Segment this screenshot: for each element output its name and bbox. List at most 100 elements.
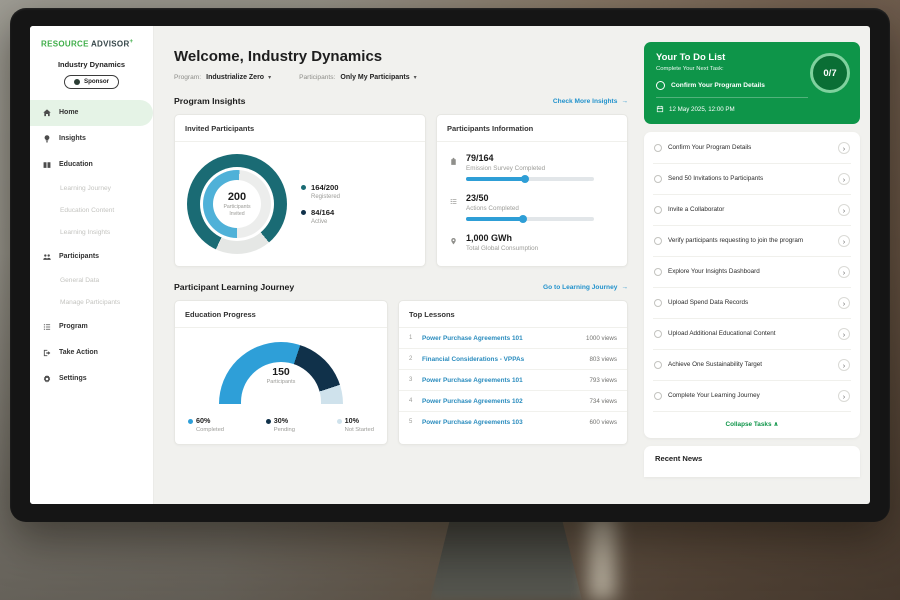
chevron-right-icon[interactable]: › xyxy=(838,204,850,216)
active-dot-icon xyxy=(301,210,306,215)
checkbox-icon[interactable] xyxy=(654,392,662,400)
chevron-right-icon[interactable]: › xyxy=(838,235,850,247)
chevron-right-icon[interactable]: › xyxy=(838,328,850,340)
sidebar-item-settings[interactable]: Settings xyxy=(30,366,153,392)
lesson-title[interactable]: Power Purchase Agreements 103 xyxy=(422,418,523,426)
chevron-right-icon[interactable]: › xyxy=(838,390,850,402)
task-label: Upload Additional Educational Content xyxy=(668,329,776,337)
lesson-title[interactable]: Financial Considerations - VPPAs xyxy=(422,355,525,363)
due-date-row: 12 May 2025, 12:00 PM xyxy=(656,105,848,113)
task-row[interactable]: Confirm Your Program Details › xyxy=(653,133,851,164)
lesson-row[interactable]: 2 Financial Considerations - VPPAs 803 v… xyxy=(399,349,627,370)
lesson-row[interactable]: 5 Power Purchase Agreements 103 600 view… xyxy=(399,412,627,432)
next-task-row[interactable]: Confirm Your Program Details xyxy=(656,81,808,98)
legend-item: 164/200 Registered xyxy=(301,183,340,200)
lesson-title[interactable]: Power Purchase Agreements 101 xyxy=(422,334,523,342)
legend-value: 164/200 xyxy=(311,183,339,192)
card-title: Participants Information xyxy=(437,115,627,142)
lesson-row[interactable]: 4 Power Purchase Agreements 102 734 view… xyxy=(399,391,627,412)
checkbox-icon[interactable] xyxy=(654,144,662,152)
chevron-down-icon: ▾ xyxy=(268,75,272,81)
chevron-right-icon[interactable]: › xyxy=(838,266,850,278)
go-to-learning-journey-link[interactable]: Go to Learning Journey → xyxy=(543,284,628,291)
lesson-rank: 1 xyxy=(409,335,413,341)
sidebar-item-take-action[interactable]: Take Action xyxy=(30,340,153,366)
participants-information-card: Participants Information 79/164 Emission… xyxy=(436,114,628,267)
task-row[interactable]: Invite a Collaborator › xyxy=(653,195,851,226)
todo-list-card: Your To Do List Complete Your Next Task:… xyxy=(644,42,860,124)
todo-subtitle: Complete Your Next Task: xyxy=(656,66,724,72)
invited-donut-chart: 200 Participants Invited xyxy=(187,154,287,254)
sidebar-item-education[interactable]: Education xyxy=(30,152,153,178)
task-row[interactable]: Explore Your Insights Dashboard › xyxy=(653,257,851,288)
recent-news-title: Recent News xyxy=(655,454,703,463)
link-label: Check More Insights xyxy=(552,97,618,105)
todo-panel: Your To Do List Complete Your Next Task:… xyxy=(640,26,870,504)
lesson-title[interactable]: Power Purchase Agreements 101 xyxy=(422,376,523,384)
task-row[interactable]: Upload Spend Data Records › xyxy=(653,288,851,319)
sidebar-nav: Home Insights Education Learning Journey… xyxy=(30,99,153,392)
recent-news-card[interactable]: Recent News xyxy=(644,446,860,477)
chevron-right-icon[interactable]: › xyxy=(838,142,850,154)
legend-label: Registered xyxy=(311,194,341,200)
checkbox-icon[interactable] xyxy=(654,299,662,307)
calendar-icon xyxy=(656,105,664,113)
task-row[interactable]: Verify participants requesting to join t… xyxy=(653,226,851,257)
task-row[interactable]: Complete Your Learning Journey › xyxy=(653,381,851,412)
home-icon xyxy=(42,108,52,118)
program-filter-label: Program: xyxy=(174,74,202,81)
sidebar-item-general-data[interactable]: General Data xyxy=(60,277,100,285)
sidebar-item-education-content[interactable]: Education Content xyxy=(60,207,115,215)
check-more-insights-link[interactable]: Check More Insights → xyxy=(553,98,628,105)
sponsor-badge-label: Sponsor xyxy=(83,78,110,86)
card-title: Top Lessons xyxy=(399,301,627,328)
sidebar-item-insights[interactable]: Insights xyxy=(30,126,153,152)
checkbox-icon[interactable] xyxy=(654,361,662,369)
stat-value: 1,000 GWh xyxy=(466,233,513,243)
lesson-row[interactable]: 3 Power Purchase Agreements 101 793 view… xyxy=(399,370,627,391)
lesson-title[interactable]: Power Purchase Agreements 102 xyxy=(422,397,523,405)
sidebar-item-participants[interactable]: Participants xyxy=(30,244,153,270)
chevron-right-icon[interactable]: › xyxy=(838,359,850,371)
stat-value: 79/164 xyxy=(466,153,494,163)
task-row[interactable]: Achieve One Sustainability Target › xyxy=(653,350,851,381)
checkbox-icon[interactable] xyxy=(654,237,662,245)
sidebar-item-manage-participants[interactable]: Manage Participants xyxy=(60,299,121,307)
due-date-label: 12 May 2025, 12:00 PM xyxy=(669,105,735,113)
stat-label: Actions Completed xyxy=(466,205,519,212)
progress-bar xyxy=(466,175,594,183)
lesson-row[interactable]: 1 Power Purchase Agreements 101 1000 vie… xyxy=(399,328,627,349)
stand-highlight xyxy=(588,514,616,600)
task-row[interactable]: Send 50 Invitations to Participants › xyxy=(653,164,851,195)
checkbox-icon[interactable] xyxy=(654,330,662,338)
sidebar-item-label: Home xyxy=(59,109,79,117)
sidebar-item-learning-journey[interactable]: Learning Journey xyxy=(60,185,111,193)
task-row[interactable]: Upload Additional Educational Content › xyxy=(653,319,851,350)
sidebar-item-label: Take Action xyxy=(59,349,98,357)
sidebar-item-program[interactable]: Program xyxy=(30,314,153,340)
legend-label: Active xyxy=(311,219,328,225)
chevron-right-icon[interactable]: › xyxy=(838,173,850,185)
participants-icon xyxy=(42,252,52,262)
sponsor-badge[interactable]: Sponsor xyxy=(63,74,120,89)
education-progress-card: Education Progress 150 Participants 60% xyxy=(174,300,388,445)
pending-dot-icon xyxy=(265,419,271,424)
top-lessons-card: Top Lessons 1 Power Purchase Agreements … xyxy=(398,300,628,445)
todo-progress-value: 0/7 xyxy=(823,67,837,79)
checkbox-icon[interactable] xyxy=(654,268,662,276)
checkbox-icon[interactable] xyxy=(654,175,662,183)
checkbox-icon[interactable] xyxy=(656,81,665,90)
donut-legend: 164/200 Registered 84/164 Active xyxy=(301,175,340,233)
participants-filter-select[interactable]: Only My Participants ▾ xyxy=(340,74,416,81)
task-label: Confirm Your Program Details xyxy=(668,143,752,151)
sidebar-item-home[interactable]: Home xyxy=(30,99,153,126)
checkbox-icon[interactable] xyxy=(654,206,662,214)
program-filter-select[interactable]: Industrialize Zero ▾ xyxy=(206,74,271,81)
legend-item: 84/164 Active xyxy=(301,208,340,225)
collapse-tasks-link[interactable]: Collapse Tasks ∧ xyxy=(653,412,851,437)
sidebar-item-learning-insights[interactable]: Learning Insights xyxy=(60,229,111,237)
legend-item: 60% Completed xyxy=(188,416,224,433)
sidebar: RESOURCE ADVISOR+ Industry Dynamics Spon… xyxy=(30,26,154,504)
chevron-right-icon[interactable]: › xyxy=(838,297,850,309)
sidebar-item-label: Settings xyxy=(59,375,87,383)
